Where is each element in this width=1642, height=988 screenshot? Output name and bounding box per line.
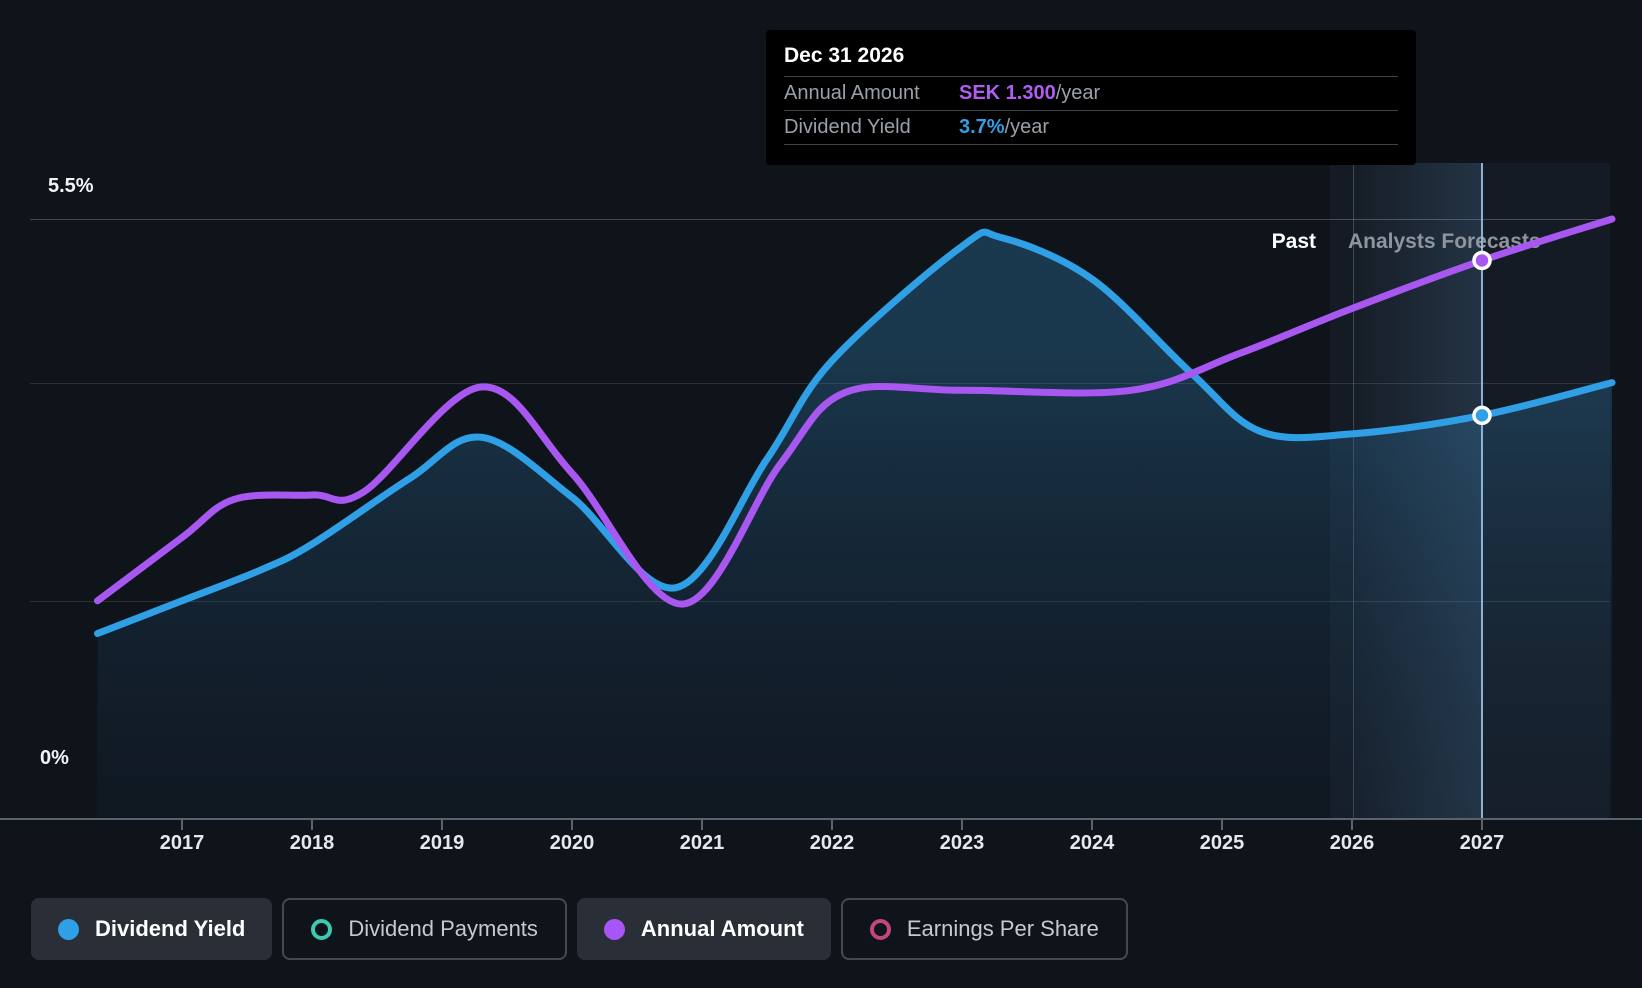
- legend-item-dividend-payments[interactable]: Dividend Payments: [282, 898, 567, 960]
- x-tick-label: 2026: [1329, 832, 1375, 854]
- marker-dividend-yield: [1472, 405, 1492, 426]
- x-tick-label: 2027: [1459, 832, 1505, 854]
- x-tick-label: 2018: [289, 832, 335, 854]
- legend: Dividend Yield Dividend Payments Annual …: [31, 898, 1128, 960]
- dividend-payments-swatch: [311, 918, 333, 940]
- x-tick: [311, 820, 313, 830]
- tooltip-row-dividend-yield: Dividend Yield 3.7% /year: [784, 110, 1398, 145]
- legend-item-annual-amount[interactable]: Annual Amount: [576, 898, 831, 960]
- dividend-yield-area: [97, 232, 1612, 819]
- x-tick-label: 2019: [419, 832, 465, 854]
- x-tick: [1481, 820, 1483, 830]
- x-tick: [1221, 820, 1223, 830]
- gridline: [30, 219, 1610, 220]
- x-tick: [1091, 820, 1093, 830]
- x-tick-label: 2025: [1199, 832, 1245, 854]
- x-tick: [571, 820, 573, 830]
- x-tick-label: 2023: [939, 832, 985, 854]
- annual-amount-line: [94, 215, 1616, 608]
- dividend-yield-line: [94, 228, 1616, 637]
- legend-label: Annual Amount: [640, 916, 804, 941]
- dividend-yield-swatch: [58, 918, 79, 940]
- tooltip-label: Annual Amount: [784, 82, 920, 104]
- x-tick-label: 2017: [159, 832, 205, 854]
- hover-tooltip: Dec 31 2026 Annual Amount SEK 1.300 /yea…: [766, 30, 1416, 165]
- x-tick-label: 2024: [1069, 832, 1115, 854]
- tooltip-value: SEK 1.300: [959, 82, 1056, 104]
- x-tick-label: 2020: [549, 832, 595, 854]
- tooltip-row-annual-amount: Annual Amount SEK 1.300 /year: [784, 76, 1398, 110]
- analysts-forecasts-label: Analysts Forecasts: [1348, 230, 1541, 253]
- x-tick: [961, 820, 963, 830]
- legend-label: Earnings Per Share: [906, 916, 1099, 941]
- x-axis-line: [0, 818, 1642, 820]
- x-tick: [441, 820, 443, 830]
- y-min-label: 0%: [40, 747, 69, 769]
- legend-item-earnings-per-share[interactable]: Earnings Per Share: [840, 898, 1128, 960]
- x-tick-label: 2022: [809, 832, 855, 854]
- tooltip-label: Dividend Yield: [784, 116, 911, 138]
- tooltip-suffix: /year: [1055, 82, 1101, 104]
- tooltip-suffix: /year: [1004, 116, 1050, 138]
- past-label: Past: [1271, 230, 1316, 253]
- annual-amount-swatch: [603, 918, 625, 940]
- x-tick: [701, 820, 703, 830]
- earnings-per-share-swatch: [869, 918, 891, 940]
- marker-annual-amount: [1472, 250, 1492, 271]
- legend-item-dividend-yield[interactable]: Dividend Yield: [31, 898, 273, 960]
- x-tick-label: 2021: [679, 832, 725, 854]
- tooltip-value: 3.7%: [959, 116, 1005, 138]
- x-tick: [1351, 820, 1353, 830]
- x-tick: [831, 820, 833, 830]
- legend-label: Dividend Yield: [95, 916, 246, 941]
- tooltip-date: Dec 31 2026: [784, 44, 905, 67]
- y-max-label: 5.5%: [48, 175, 94, 197]
- legend-label: Dividend Payments: [348, 916, 538, 941]
- x-tick: [181, 820, 183, 830]
